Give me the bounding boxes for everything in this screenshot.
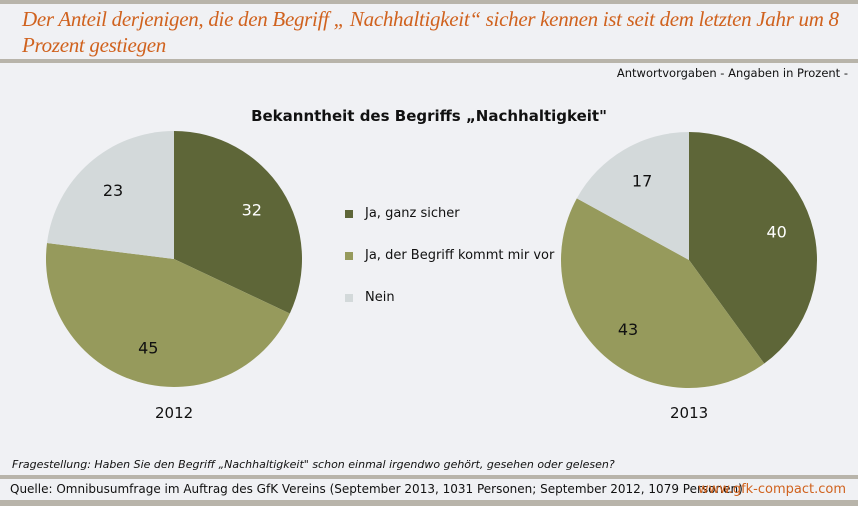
legend-label: Nein [365, 290, 395, 305]
data-label-2013-2: 17 [632, 172, 652, 191]
data-label-2013-0: 40 [766, 223, 786, 242]
pie-slice-2012-2 [47, 131, 174, 259]
pie-slice-2013-2 [576, 132, 689, 260]
question-text: Fragestellung: Haben Sie den Begriff „Na… [12, 458, 615, 471]
top-rule [0, 0, 858, 4]
divider [0, 59, 858, 63]
source-text: Quelle: Omnibusumfrage im Auftrag des Gf… [10, 482, 743, 496]
legend-item: Ja, ganz sicher [345, 206, 460, 221]
data-label-2012-2: 23 [103, 181, 123, 200]
website-link[interactable]: www.gfk-compact.com [697, 482, 846, 497]
chart-title: Bekanntheit des Begriffs „Nachhaltigkeit… [251, 107, 607, 125]
legend-swatch [345, 251, 353, 260]
pie-slice-2012-0 [174, 131, 302, 314]
page-title: Der Anteil derjenigen, die den Begriff „… [22, 7, 839, 57]
legend-label: Ja, der Begriff kommt mir vor [365, 248, 555, 263]
data-label-2012-0: 32 [242, 201, 262, 220]
year-label-2013: 2013 [670, 404, 709, 422]
pie-slice-2013-1 [561, 198, 765, 388]
divider [0, 475, 858, 479]
bottom-rule [0, 500, 858, 506]
legend-label: Ja, ganz sicher [365, 206, 460, 221]
pie-slice-2013-0 [689, 132, 817, 364]
pie-slice-2012-1 [45, 242, 290, 388]
legend-swatch [345, 209, 353, 218]
legend-item: Nein [345, 290, 395, 305]
legend-item: Ja, der Begriff kommt mir vor [345, 248, 554, 263]
data-label-2012-1: 45 [138, 339, 158, 358]
year-label-2012: 2012 [155, 404, 194, 422]
legend-swatch [345, 293, 353, 302]
data-label-2013-1: 43 [618, 320, 638, 339]
units-note: Antwortvorgaben - Angaben in Prozent - [616, 66, 848, 80]
